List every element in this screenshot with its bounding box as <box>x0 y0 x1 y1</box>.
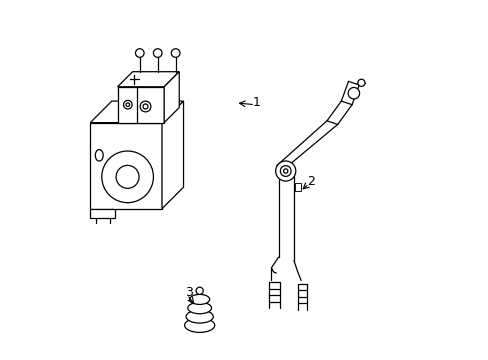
Circle shape <box>102 151 153 203</box>
Circle shape <box>116 165 139 188</box>
Ellipse shape <box>95 150 103 161</box>
Ellipse shape <box>184 318 214 332</box>
Circle shape <box>142 104 148 109</box>
Circle shape <box>357 79 364 86</box>
Circle shape <box>171 49 180 57</box>
Polygon shape <box>90 123 162 209</box>
Circle shape <box>347 87 359 99</box>
Circle shape <box>123 100 132 109</box>
Circle shape <box>126 103 129 107</box>
Circle shape <box>135 49 144 57</box>
Polygon shape <box>90 209 115 218</box>
Polygon shape <box>162 101 183 209</box>
Circle shape <box>280 166 290 176</box>
Ellipse shape <box>187 302 211 314</box>
Polygon shape <box>164 72 179 123</box>
Circle shape <box>196 287 203 294</box>
Circle shape <box>275 161 295 181</box>
Text: 2: 2 <box>306 175 314 188</box>
Polygon shape <box>90 101 183 123</box>
FancyBboxPatch shape <box>294 183 301 191</box>
Circle shape <box>153 49 162 57</box>
Polygon shape <box>117 72 179 87</box>
Polygon shape <box>117 87 164 123</box>
Circle shape <box>140 101 151 112</box>
Ellipse shape <box>185 310 213 323</box>
Text: 3: 3 <box>184 287 192 300</box>
Circle shape <box>283 169 287 173</box>
Ellipse shape <box>189 294 209 305</box>
Text: 1: 1 <box>253 96 261 109</box>
